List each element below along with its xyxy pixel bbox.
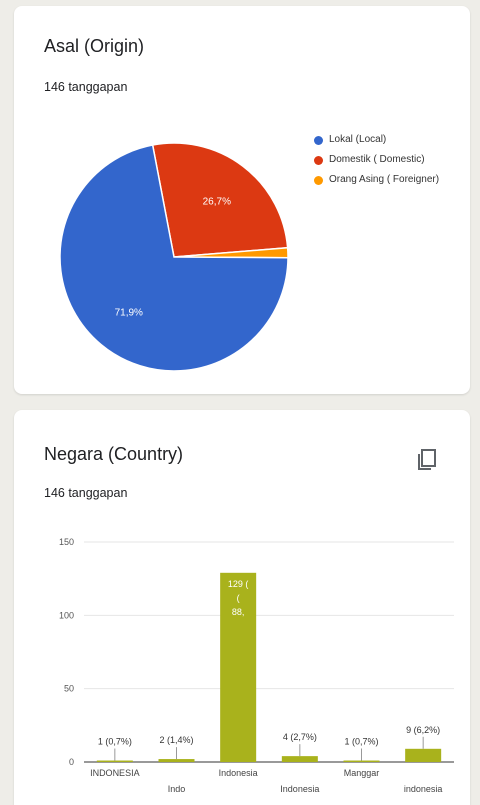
- legend-label: Lokal (Local): [329, 134, 387, 145]
- bar: [220, 572, 257, 762]
- legend-item-domestic: Domestik ( Domestic): [314, 154, 454, 166]
- country-bar-chart: 0 50 100 150 1 (0,7%) INDONESIA 2 (1,4%) Indo 12…: [59, 537, 454, 794]
- country-title: Negara (Country): [44, 444, 184, 464]
- x-category-label: Manggar: [344, 768, 380, 778]
- y-tick-label: 100: [59, 610, 74, 620]
- bar-value-label: 9 (6,2%): [406, 725, 440, 735]
- bar: [96, 760, 133, 762]
- x-category-label: Indonesia: [280, 784, 319, 794]
- pie-value-label: 26,7%: [203, 197, 231, 208]
- y-tick-label: 50: [64, 684, 74, 694]
- bar-value-label: 4 (2,7%): [283, 732, 317, 742]
- legend-swatch: [314, 156, 323, 165]
- bar: [343, 760, 380, 762]
- bar-value-label: (: [237, 593, 240, 603]
- country-response-count: 146 tanggapan: [44, 486, 128, 500]
- x-category-label: indonesia: [404, 784, 443, 794]
- legend-item-foreigner: Orang Asing ( Foreigner): [314, 174, 454, 186]
- pie-value-label: 71,9%: [115, 307, 143, 318]
- origin-pie-chart: 26,7% 71,9%: [59, 142, 289, 372]
- legend-swatch: [314, 136, 323, 145]
- bar-value-label: 88,: [232, 607, 245, 617]
- bar: [158, 759, 195, 762]
- x-category-label: Indonesia: [219, 768, 258, 778]
- copy-icon[interactable]: [416, 448, 438, 472]
- bar-value-label: 1 (0,7%): [98, 737, 132, 747]
- bar: [405, 748, 442, 762]
- y-tick-label: 150: [59, 537, 74, 547]
- origin-response-count: 146 tanggapan: [44, 80, 128, 94]
- x-category-label: Indo: [168, 784, 186, 794]
- bar-value-label: 1 (0,7%): [344, 737, 378, 747]
- origin-legend: Lokal (Local) Domestik ( Domestic) Orang…: [314, 134, 454, 194]
- legend-item-local: Lokal (Local): [314, 134, 454, 146]
- bar-value-label: 2 (1,4%): [159, 735, 193, 745]
- bar: [281, 756, 318, 762]
- legend-label: Domestik ( Domestic): [329, 154, 425, 165]
- pie-slice-domestic: [151, 142, 289, 258]
- pie-slice-local: [59, 144, 289, 372]
- legend-label: Orang Asing ( Foreigner): [329, 174, 440, 185]
- bar-value-label: 129 (: [228, 579, 249, 589]
- origin-card: Asal (Origin) 146 tanggapan 26,7% 71,9% L…: [14, 6, 470, 394]
- x-category-label: INDONESIA: [90, 768, 140, 778]
- legend-swatch: [314, 176, 323, 185]
- y-tick-label: 0: [69, 757, 74, 767]
- origin-title: Asal (Origin): [44, 36, 145, 56]
- country-card: Negara (Country) 146 tanggapan 0 50 100 150…: [14, 410, 470, 805]
